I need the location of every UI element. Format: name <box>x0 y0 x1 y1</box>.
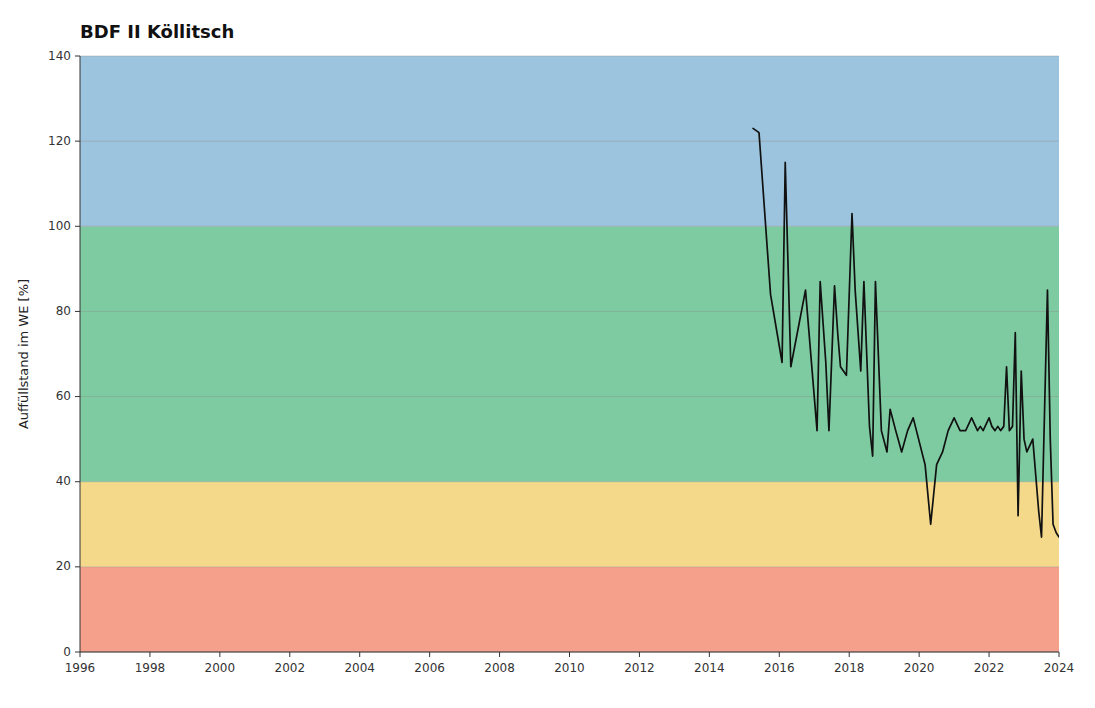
x-tick <box>779 652 780 657</box>
y-tick-label: 40 <box>56 474 71 488</box>
zone-band <box>80 56 1059 226</box>
x-tick <box>429 652 430 657</box>
series <box>753 128 1059 537</box>
x-tick <box>149 652 150 657</box>
x-tick-label: 2000 <box>205 661 236 675</box>
x-tick <box>989 652 990 657</box>
x-tick-label: 2014 <box>694 661 725 675</box>
grid-line <box>80 56 1059 57</box>
y-tick <box>75 396 80 397</box>
y-tick <box>75 226 80 227</box>
data-line <box>753 128 1059 537</box>
y-axis-label: Auffüllstand im WE [%] <box>16 279 31 429</box>
x-tick-label: 2018 <box>834 661 865 675</box>
x-tick-label: 2004 <box>344 661 375 675</box>
y-tick <box>75 481 80 482</box>
grid-line <box>80 481 1059 482</box>
x-tick <box>569 652 570 657</box>
y-tick-label: 120 <box>48 134 71 148</box>
x-tick-label: 2002 <box>275 661 306 675</box>
grid-line <box>80 226 1059 227</box>
y-tick <box>75 566 80 567</box>
y-axis-line <box>80 56 81 652</box>
y-tick <box>75 56 80 57</box>
x-tick-label: 2022 <box>974 661 1005 675</box>
x-tick-label: 2006 <box>414 661 445 675</box>
x-tick-label: 2012 <box>624 661 655 675</box>
y-tick <box>75 141 80 142</box>
x-tick-label: 2016 <box>764 661 795 675</box>
x-tick-label: 2020 <box>904 661 935 675</box>
y-tick-label: 60 <box>56 389 71 403</box>
x-tick <box>639 652 640 657</box>
y-tick-label: 20 <box>56 559 71 573</box>
x-tick-label: 2024 <box>1044 661 1075 675</box>
x-tick <box>499 652 500 657</box>
grid-line <box>80 311 1059 312</box>
grid <box>80 56 1059 652</box>
y-tick-label: 80 <box>56 304 71 318</box>
x-tick <box>219 652 220 657</box>
x-tick <box>849 652 850 657</box>
x-tick-label: 2010 <box>554 661 585 675</box>
y-tick-label: 0 <box>63 645 71 659</box>
grid-line <box>80 566 1059 567</box>
x-tick <box>289 652 290 657</box>
x-tick-label: 1998 <box>135 661 166 675</box>
zone-band <box>80 226 1059 481</box>
axes: 0 20 40 60 80 100 120 140 1996 1998 2000 2002 2004 20… <box>48 49 1074 676</box>
y-tick <box>75 311 80 312</box>
zone-band <box>80 482 1059 567</box>
y-tick-label: 100 <box>48 219 71 233</box>
y-tick-label: 140 <box>48 49 71 63</box>
x-tick-label: 1996 <box>65 661 96 675</box>
x-tick <box>709 652 710 657</box>
plot-area <box>80 56 1059 652</box>
chart-container: 0 20 40 60 80 100 120 140 1996 1998 2000 2002 2004 20… <box>0 0 1095 708</box>
y-tick <box>75 652 80 653</box>
chart-title: BDF II Köllitsch <box>80 21 234 42</box>
x-tick <box>1059 652 1060 657</box>
grid-line <box>80 396 1059 397</box>
zone-band <box>80 567 1059 652</box>
x-tick <box>359 652 360 657</box>
chart: 0 20 40 60 80 100 120 140 1996 1998 2000 2002 2004 20… <box>0 0 1095 708</box>
x-tick-label: 2008 <box>484 661 515 675</box>
grid-line <box>80 141 1059 142</box>
x-tick <box>919 652 920 657</box>
x-tick <box>80 652 81 657</box>
